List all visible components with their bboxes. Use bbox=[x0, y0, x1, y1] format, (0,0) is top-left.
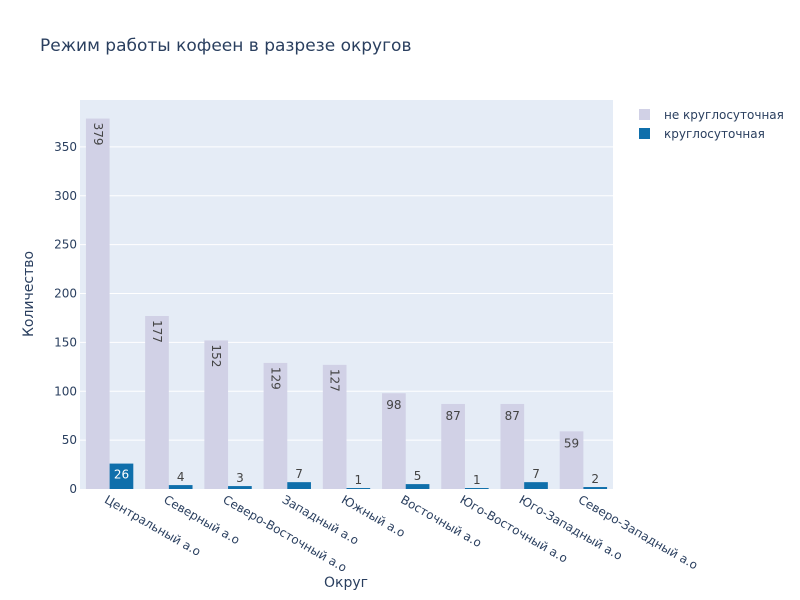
data-label: 177 bbox=[150, 320, 164, 343]
data-label: 3 bbox=[236, 471, 244, 485]
data-labels: 379 26 177 4 152 3 129 7 127 1 98 5 87 1 87 7 59 2 bbox=[91, 123, 599, 487]
bar bbox=[405, 484, 430, 489]
bar bbox=[559, 431, 584, 489]
legend-label: не круглосуточная bbox=[664, 108, 784, 122]
bar bbox=[85, 118, 110, 490]
data-label: 127 bbox=[328, 369, 342, 392]
data-label: 129 bbox=[268, 367, 282, 390]
x-tick-label: Центральный а.о bbox=[102, 492, 203, 558]
bar bbox=[168, 485, 193, 489]
bar bbox=[500, 403, 525, 489]
data-label: 2 bbox=[591, 472, 599, 486]
bar bbox=[145, 316, 169, 489]
bar bbox=[109, 463, 134, 489]
x-tick-label: Юго-Западный а.о bbox=[517, 492, 625, 563]
data-label: 7 bbox=[532, 467, 540, 481]
bar bbox=[346, 488, 371, 489]
bar bbox=[524, 482, 548, 489]
bar bbox=[464, 488, 489, 489]
y-tick-label: 200 bbox=[54, 287, 77, 301]
legend-label: круглосуточная bbox=[664, 127, 765, 141]
bar bbox=[287, 482, 311, 489]
bar bbox=[382, 393, 406, 489]
bar bbox=[263, 362, 288, 489]
legend-swatch bbox=[639, 109, 650, 120]
data-label: 26 bbox=[114, 468, 129, 482]
bar bbox=[441, 403, 465, 489]
chart-title: Режим работы кофеен в разрезе округов bbox=[40, 36, 411, 56]
legend: не круглосуточная круглосуточная bbox=[639, 108, 784, 141]
y-tick-label: 250 bbox=[54, 238, 77, 252]
data-label: 87 bbox=[505, 409, 520, 423]
y-tick-label: 0 bbox=[69, 482, 77, 496]
data-label: 98 bbox=[386, 398, 401, 412]
legend-swatch bbox=[639, 128, 650, 139]
bar bbox=[322, 364, 347, 489]
y-axis-ticks: 0 50 100 150 200 250 300 350 bbox=[54, 140, 77, 496]
x-axis-title: Округ bbox=[324, 575, 368, 591]
y-tick-label: 100 bbox=[54, 384, 77, 398]
x-tick-label: Юго-Восточный а.о bbox=[457, 492, 570, 565]
data-label: 5 bbox=[414, 469, 422, 483]
data-label: 59 bbox=[564, 436, 579, 450]
bar bbox=[583, 487, 608, 489]
y-tick-label: 50 bbox=[62, 433, 77, 447]
bar bbox=[204, 340, 229, 489]
bars bbox=[85, 118, 608, 490]
data-label: 4 bbox=[177, 470, 185, 484]
y-axis-title: Количество bbox=[21, 251, 37, 337]
data-label: 1 bbox=[473, 473, 481, 487]
bar bbox=[228, 486, 252, 489]
data-label: 152 bbox=[209, 344, 223, 367]
y-tick-label: 350 bbox=[54, 140, 77, 154]
data-label: 1 bbox=[355, 473, 363, 487]
data-label: 379 bbox=[91, 123, 105, 146]
data-label: 87 bbox=[445, 409, 460, 423]
y-tick-label: 150 bbox=[54, 335, 77, 349]
y-tick-label: 300 bbox=[54, 189, 77, 203]
data-label: 7 bbox=[295, 467, 303, 481]
